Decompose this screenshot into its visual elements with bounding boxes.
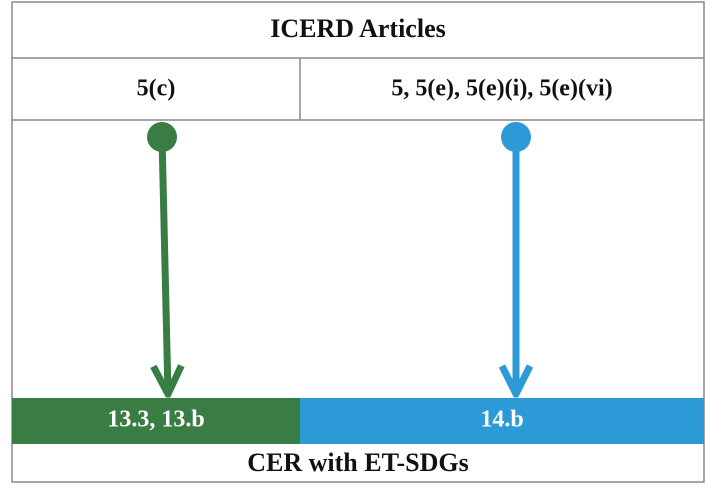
sdg-label: 14.b [480, 407, 523, 433]
sdg-box [300, 398, 704, 444]
arrow [162, 136, 168, 394]
footer-title: CER with ET-SDGs [247, 448, 469, 477]
article-label: 5, 5(e), 5(e)(i), 5(e)(vi) [391, 76, 612, 102]
sdg-box [12, 398, 300, 444]
header-title: ICERD Articles [270, 14, 445, 43]
sdg-label: 13.3, 13.b [107, 407, 204, 433]
article-label: 5(c) [137, 76, 176, 102]
